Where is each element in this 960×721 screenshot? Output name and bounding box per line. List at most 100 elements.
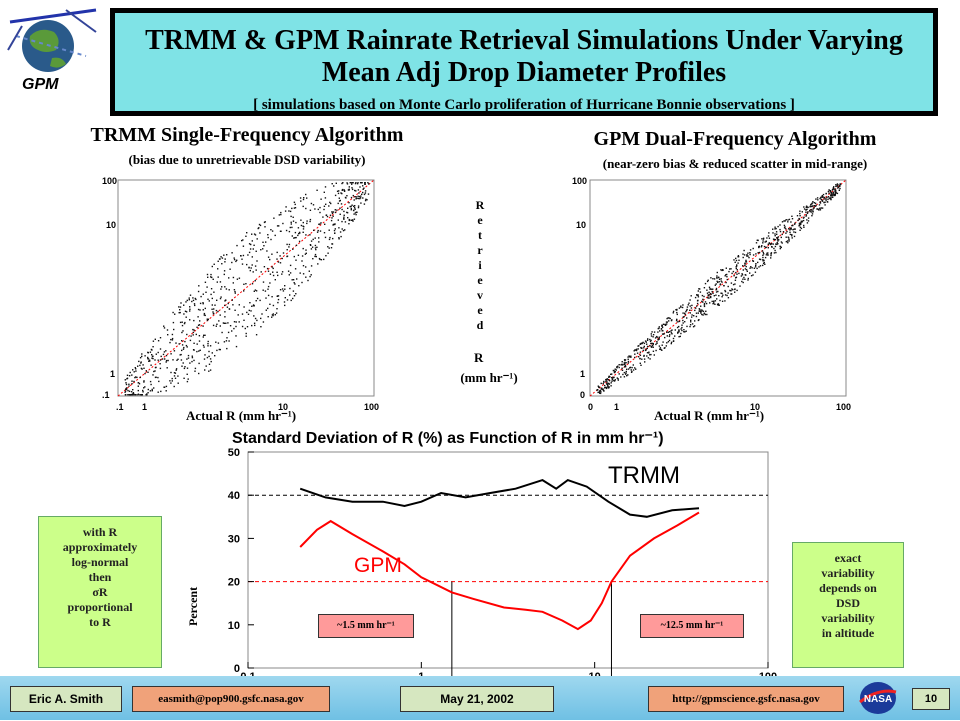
scatter-point xyxy=(135,368,137,370)
scatter-point xyxy=(627,356,629,358)
scatter-point xyxy=(762,259,764,261)
scatter-point xyxy=(661,349,663,351)
scatter-point xyxy=(624,373,627,375)
scatter-point xyxy=(693,315,695,317)
scatter-point xyxy=(181,340,183,342)
scatter-point xyxy=(318,241,320,243)
scatter-point xyxy=(738,259,740,261)
scatter-point xyxy=(809,209,811,212)
scatter-point xyxy=(151,354,153,356)
scatter-point xyxy=(755,264,757,267)
scatter-point xyxy=(235,345,238,348)
scatter-point xyxy=(325,214,328,216)
scatter-point xyxy=(216,281,218,283)
scatter-point xyxy=(682,316,684,318)
scatter-point xyxy=(686,306,689,308)
scatter-point xyxy=(221,331,223,334)
scatter-point xyxy=(352,182,354,184)
scatter-point xyxy=(267,307,269,310)
scatter-point xyxy=(224,299,227,301)
scatter-point xyxy=(762,264,764,267)
scatter-point xyxy=(608,386,610,388)
scatter-point xyxy=(294,283,296,285)
scatter-point xyxy=(806,206,808,208)
scatter-point xyxy=(762,237,765,239)
scatter-point xyxy=(736,265,738,267)
scatter-point xyxy=(241,258,243,260)
scatter-point xyxy=(339,207,341,209)
scatter-point xyxy=(791,215,793,217)
scatter-point xyxy=(357,197,360,200)
scatter-point xyxy=(352,209,355,212)
scatter-point xyxy=(350,207,352,210)
scatter-point xyxy=(822,196,824,198)
scatter-point xyxy=(310,240,313,242)
footer-email[interactable]: easmith@pop900.gsfc.nasa.gov xyxy=(132,686,330,712)
scatter-point xyxy=(144,355,146,357)
scatter-point xyxy=(175,342,177,344)
scatter-point xyxy=(124,391,126,393)
scatter-point xyxy=(320,259,323,261)
scatter-point xyxy=(697,312,699,314)
scatter-point xyxy=(262,289,264,291)
scatter-point xyxy=(831,194,833,197)
scatter-point xyxy=(729,289,731,292)
scatter-point xyxy=(357,182,359,184)
scatter-point xyxy=(703,303,706,305)
scatter-point xyxy=(674,329,676,331)
scatter-point xyxy=(609,376,611,378)
scatter-point xyxy=(805,214,808,216)
scatter-point xyxy=(684,312,686,314)
scatter-point xyxy=(132,369,134,371)
scatter-point xyxy=(618,366,620,369)
scatter-point xyxy=(192,299,195,302)
footer-url[interactable]: http://gpmscience.gsfc.nasa.gov xyxy=(648,686,844,712)
scatter-point xyxy=(777,236,779,238)
scatter-point xyxy=(266,267,269,270)
scatter-point xyxy=(212,278,214,280)
scatter-point xyxy=(799,212,801,215)
scatter-point xyxy=(689,325,691,328)
scatter-point xyxy=(198,350,200,352)
scatter-point xyxy=(149,390,152,392)
scatter-point xyxy=(234,292,236,294)
scatter-point xyxy=(232,276,235,279)
scatter-point xyxy=(639,354,642,356)
scatter-point xyxy=(684,331,686,333)
scatter-point xyxy=(272,313,274,315)
scatter-point xyxy=(133,380,135,383)
page-title: TRMM & GPM Rainrate Retrieval Simulation… xyxy=(145,25,903,88)
scatter-point xyxy=(702,310,705,312)
scatter-point xyxy=(199,309,201,311)
scatter-point xyxy=(292,297,294,300)
scatter-point xyxy=(166,329,169,331)
scatter-point xyxy=(194,370,196,372)
scatter-point xyxy=(300,224,303,227)
scatter-point xyxy=(764,256,767,259)
scatter-point xyxy=(218,320,220,322)
scatter-point xyxy=(269,258,271,261)
scatter-point xyxy=(240,255,242,257)
scatter-point xyxy=(681,329,683,332)
scatter-point xyxy=(756,239,758,241)
scatter-point xyxy=(337,202,339,205)
scatter-point xyxy=(169,341,171,344)
scatter-point xyxy=(209,369,212,371)
scatter-point xyxy=(212,313,215,315)
scatter-point xyxy=(182,348,185,350)
scatter-point xyxy=(652,350,655,352)
y-tick: 0 xyxy=(234,663,240,675)
scatter-point xyxy=(189,294,192,296)
scatter-point xyxy=(282,222,284,225)
scatter-point xyxy=(324,186,327,188)
scatter-point xyxy=(789,233,792,236)
scatter-point xyxy=(770,243,772,246)
scatter-point xyxy=(796,215,799,217)
scatter-point xyxy=(625,370,627,373)
scatter-point xyxy=(644,340,647,342)
scatter-point xyxy=(272,267,274,270)
scatter-point xyxy=(837,187,839,189)
scatter-point xyxy=(705,310,707,312)
scatter-point xyxy=(709,302,711,304)
scatter-point xyxy=(310,274,312,276)
